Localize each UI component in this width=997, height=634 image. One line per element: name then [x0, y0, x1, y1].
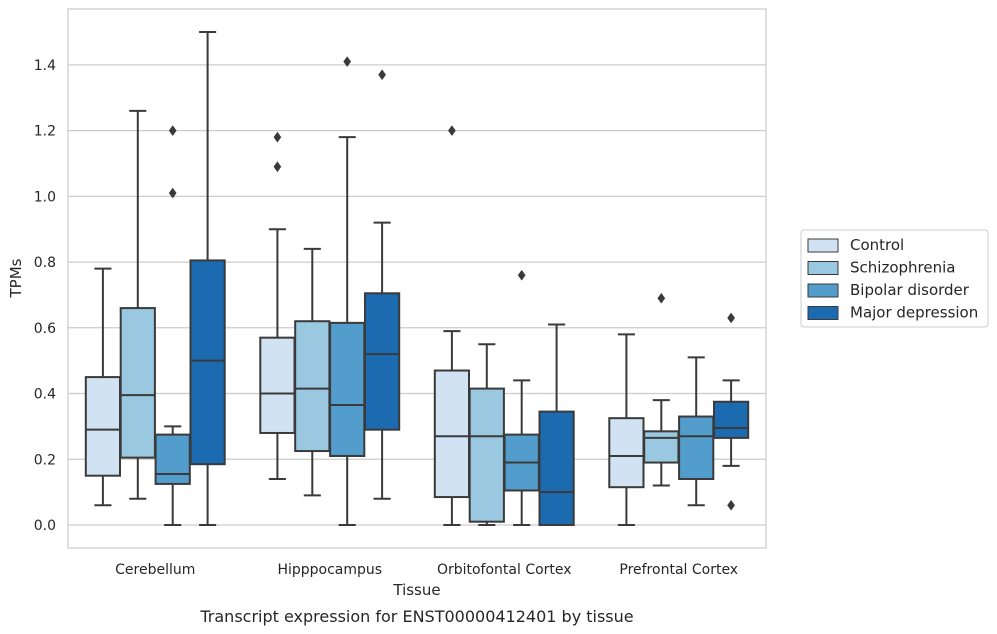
box	[643, 430, 680, 464]
box	[608, 417, 645, 489]
legend-label: Major depression	[850, 304, 978, 322]
outlier-point	[657, 292, 666, 304]
outlier-point	[168, 125, 177, 137]
legend-swatch	[807, 283, 839, 298]
y-tick-label: 1.4	[34, 58, 56, 74]
box-group	[678, 356, 715, 507]
box-group	[433, 125, 471, 526]
box	[84, 376, 122, 477]
box	[468, 387, 505, 523]
y-axis-title: TPMs	[7, 258, 25, 298]
x-tick-label: Cerebellum	[115, 562, 195, 578]
legend: Control Schizophrenia Bipolar disorder Majo…	[800, 229, 989, 328]
outlier-point	[517, 269, 526, 281]
legend-frame	[800, 229, 989, 328]
box-group	[503, 269, 540, 526]
box	[433, 369, 471, 499]
outlier-point	[447, 125, 456, 137]
box	[712, 400, 750, 439]
outlier-point	[378, 69, 387, 81]
box	[329, 321, 366, 457]
outlier-point	[273, 161, 282, 173]
legend-label: Bipolar disorder	[850, 281, 970, 299]
box-group	[119, 109, 156, 500]
y-tick-labels: 0.0 0.2 0.4 0.6 0.8 1.0 1.2 1.4	[34, 58, 56, 534]
box	[119, 307, 156, 459]
box-group	[468, 343, 505, 526]
box	[363, 292, 401, 431]
x-axis-title: Tissue	[392, 581, 440, 599]
box-group	[363, 69, 401, 500]
legend-swatch	[807, 306, 839, 320]
y-tick-label: 1.2	[34, 124, 56, 140]
y-tick-label: 0.0	[34, 518, 56, 534]
x-tick-label: Hipppocampus	[277, 562, 382, 578]
x-tick-labels: Cerebellum Hipppocampus Orbitofontal Corte…	[115, 562, 738, 578]
outlier-point	[727, 312, 736, 324]
y-tick-label: 0.8	[34, 255, 56, 271]
box-group	[643, 292, 680, 487]
x-tick-label: Orbitofontal Cortex	[437, 562, 572, 578]
outlier-point	[168, 187, 177, 199]
plot-frame	[67, 8, 767, 549]
box-series	[84, 31, 750, 526]
box-group	[189, 31, 226, 526]
y-tick-label: 0.6	[34, 321, 56, 337]
box-group	[259, 131, 296, 480]
box-group	[294, 247, 331, 497]
legend-label: Schizophrenia	[850, 259, 955, 277]
y-tick-label: 0.4	[34, 387, 56, 403]
box	[259, 336, 296, 434]
x-tick-label: Prefrontal Cortex	[619, 562, 738, 578]
box	[678, 415, 715, 480]
box-group	[84, 267, 122, 507]
y-tick-label: 1.0	[34, 189, 56, 205]
box-group	[329, 56, 366, 526]
outlier-point	[273, 131, 282, 143]
box-group	[538, 323, 575, 526]
box	[154, 433, 191, 485]
legend-swatch	[807, 261, 839, 275]
box-group	[712, 312, 750, 511]
box	[538, 410, 575, 526]
box-group	[154, 125, 191, 526]
figure-caption: Transcript expression for ENST0000041240…	[199, 607, 633, 626]
box-group	[608, 333, 645, 526]
y-tick-label: 0.2	[34, 452, 56, 468]
legend-swatch	[807, 238, 839, 253]
outlier-point	[343, 56, 352, 68]
legend-label: Control	[850, 236, 904, 254]
box	[189, 259, 226, 466]
box	[294, 320, 331, 453]
outlier-point	[727, 499, 736, 511]
